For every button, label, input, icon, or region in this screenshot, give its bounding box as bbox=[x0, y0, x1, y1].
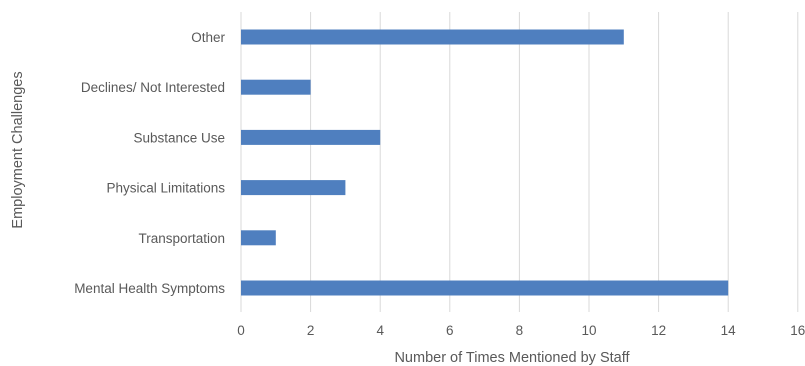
x-tick-label: 6 bbox=[446, 323, 454, 338]
bars bbox=[241, 29, 729, 296]
bar[interactable] bbox=[241, 230, 276, 246]
x-tick-label: 10 bbox=[581, 323, 596, 338]
x-axis-title: Number of Times Mentioned by Staff bbox=[394, 350, 630, 366]
x-tick-label: 14 bbox=[721, 323, 737, 338]
category-label: Substance Use bbox=[133, 130, 225, 145]
bar[interactable] bbox=[241, 180, 346, 196]
bar[interactable] bbox=[241, 29, 624, 45]
bar[interactable] bbox=[241, 79, 311, 95]
category-labels: Other Declines/ Not Interested Substance U… bbox=[74, 30, 225, 296]
x-tick-label: 12 bbox=[651, 323, 666, 338]
bar[interactable] bbox=[241, 280, 729, 296]
x-tick-label: 8 bbox=[516, 323, 524, 338]
gridlines bbox=[240, 12, 799, 312]
category-label: Mental Health Symptoms bbox=[74, 281, 225, 296]
category-label: Physical Limitations bbox=[106, 181, 225, 196]
x-tick-label: 0 bbox=[237, 323, 245, 338]
x-tick-labels: 0 2 4 6 8 10 12 14 16 bbox=[237, 323, 805, 338]
bar[interactable] bbox=[241, 129, 381, 145]
category-label: Transportation bbox=[138, 231, 225, 246]
category-label: Other bbox=[191, 30, 225, 45]
x-tick-label: 4 bbox=[376, 323, 384, 338]
x-tick-label: 2 bbox=[307, 323, 315, 338]
category-label: Declines/ Not Interested bbox=[81, 80, 225, 95]
x-tick-label: 16 bbox=[790, 323, 805, 338]
y-axis-title: Employment Challenges bbox=[10, 71, 26, 228]
